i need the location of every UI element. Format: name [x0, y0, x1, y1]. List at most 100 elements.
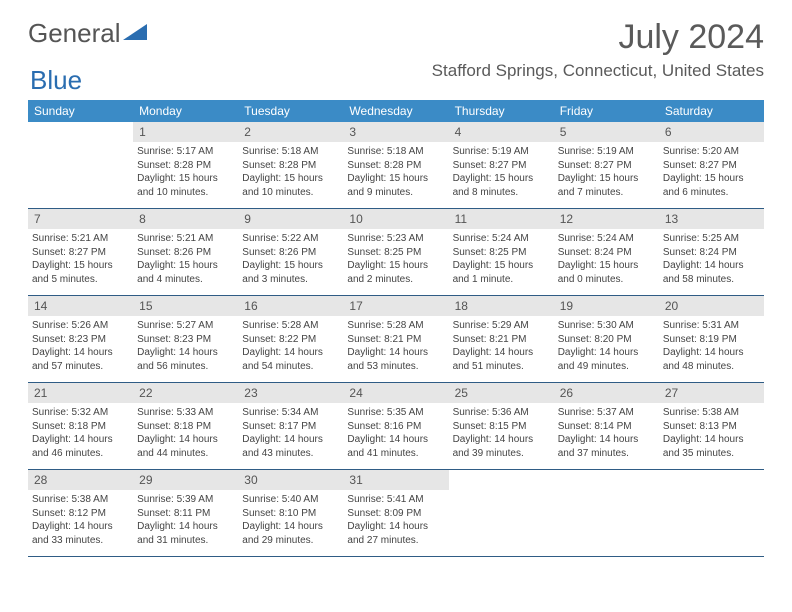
- calendar-cell: 24Sunrise: 5:35 AMSunset: 8:16 PMDayligh…: [343, 383, 448, 469]
- week-row: 28Sunrise: 5:38 AMSunset: 8:12 PMDayligh…: [28, 470, 764, 557]
- daylight-line: Daylight: 15 hours and 8 minutes.: [453, 172, 550, 199]
- calendar-cell: 31Sunrise: 5:41 AMSunset: 8:09 PMDayligh…: [343, 470, 448, 556]
- day-number: 18: [449, 296, 554, 316]
- sunrise-line: Sunrise: 5:23 AM: [347, 232, 444, 246]
- calendar-cell: 14Sunrise: 5:26 AMSunset: 8:23 PMDayligh…: [28, 296, 133, 382]
- sunset-line: Sunset: 8:14 PM: [558, 420, 655, 434]
- sunset-line: Sunset: 8:10 PM: [242, 507, 339, 521]
- day-header: Friday: [554, 100, 659, 122]
- daylight-line: Daylight: 15 hours and 1 minute.: [453, 259, 550, 286]
- calendar-cell: 23Sunrise: 5:34 AMSunset: 8:17 PMDayligh…: [238, 383, 343, 469]
- day-header: Monday: [133, 100, 238, 122]
- sunset-line: Sunset: 8:21 PM: [453, 333, 550, 347]
- day-number: 2: [238, 122, 343, 142]
- sunrise-line: Sunrise: 5:18 AM: [347, 145, 444, 159]
- sunrise-line: Sunrise: 5:28 AM: [242, 319, 339, 333]
- sunset-line: Sunset: 8:18 PM: [32, 420, 129, 434]
- daylight-line: Daylight: 15 hours and 0 minutes.: [558, 259, 655, 286]
- calendar-cell: 13 Sunrise: 5:25 AMSunset: 8:24 PMDayligh…: [659, 209, 764, 295]
- daylight-line: Daylight: 14 hours and 31 minutes.: [137, 520, 234, 547]
- sunset-line: Sunset: 8:24 PM: [663, 246, 760, 260]
- sunrise-line: Sunrise: 5:39 AM: [137, 493, 234, 507]
- daylight-line: Daylight: 14 hours and 49 minutes.: [558, 346, 655, 373]
- daylight-line: Daylight: 15 hours and 9 minutes.: [347, 172, 444, 199]
- daylight-line: Daylight: 14 hours and 53 minutes.: [347, 346, 444, 373]
- sunrise-line: Sunrise: 5:18 AM: [242, 145, 339, 159]
- day-number: 19: [554, 296, 659, 316]
- day-header: Wednesday: [343, 100, 448, 122]
- day-number: 25: [449, 383, 554, 403]
- sunrise-line: Sunrise: 5:22 AM: [242, 232, 339, 246]
- sunset-line: Sunset: 8:12 PM: [32, 507, 129, 521]
- daylight-line: Daylight: 14 hours and 39 minutes.: [453, 433, 550, 460]
- sunset-line: Sunset: 8:26 PM: [242, 246, 339, 260]
- sunset-line: Sunset: 8:15 PM: [453, 420, 550, 434]
- calendar-cell: 5Sunrise: 5:19 AMSunset: 8:27 PMDaylight…: [554, 122, 659, 208]
- daylight-line: Daylight: 14 hours and 27 minutes.: [347, 520, 444, 547]
- weeks-container: 1Sunrise: 5:17 AMSunset: 8:28 PMDaylight…: [28, 122, 764, 557]
- day-number: 20: [659, 296, 764, 316]
- calendar-cell: 6Sunrise: 5:20 AMSunset: 8:27 PMDaylight…: [659, 122, 764, 208]
- logo-text-general: General: [28, 18, 121, 49]
- day-number: 13: [659, 209, 764, 229]
- sunset-line: Sunset: 8:21 PM: [347, 333, 444, 347]
- calendar-cell: 11Sunrise: 5:24 AMSunset: 8:25 PMDayligh…: [449, 209, 554, 295]
- calendar-cell: [554, 470, 659, 556]
- day-header: Tuesday: [238, 100, 343, 122]
- calendar-cell: 28 Sunrise: 5:38 AMSunset: 8:12 PMDayligh…: [28, 470, 133, 556]
- day-number: 8: [133, 209, 238, 229]
- sunrise-line: Sunrise: 5:34 AM: [242, 406, 339, 420]
- calendar-cell: 27Sunrise: 5:38 AMSunset: 8:13 PMDayligh…: [659, 383, 764, 469]
- day-number: [28, 122, 133, 126]
- day-header: Saturday: [659, 100, 764, 122]
- calendar-cell: 2Sunrise: 5:18 AMSunset: 8:28 PMDaylight…: [238, 122, 343, 208]
- day-number: 11: [449, 209, 554, 229]
- sunset-line: Sunset: 8:27 PM: [32, 246, 129, 260]
- day-number: 29: [133, 470, 238, 490]
- calendar-cell: 26Sunrise: 5:37 AMSunset: 8:14 PMDayligh…: [554, 383, 659, 469]
- sunset-line: Sunset: 8:28 PM: [137, 159, 234, 173]
- sunset-line: Sunset: 8:20 PM: [558, 333, 655, 347]
- sunset-line: Sunset: 8:18 PM: [137, 420, 234, 434]
- sunset-line: Sunset: 8:19 PM: [663, 333, 760, 347]
- day-number: [659, 470, 764, 474]
- day-number: 14: [28, 296, 133, 316]
- sunset-line: Sunset: 8:17 PM: [242, 420, 339, 434]
- day-number: 9: [238, 209, 343, 229]
- calendar-cell: [659, 470, 764, 556]
- week-row: 1Sunrise: 5:17 AMSunset: 8:28 PMDaylight…: [28, 122, 764, 209]
- sunset-line: Sunset: 8:26 PM: [137, 246, 234, 260]
- sunrise-line: Sunrise: 5:38 AM: [663, 406, 760, 420]
- logo-text-blue: Blue: [30, 65, 766, 96]
- daylight-line: Daylight: 14 hours and 33 minutes.: [32, 520, 129, 547]
- sunset-line: Sunset: 8:23 PM: [137, 333, 234, 347]
- sunrise-line: Sunrise: 5:30 AM: [558, 319, 655, 333]
- sunrise-line: Sunrise: 5:21 AM: [137, 232, 234, 246]
- sunrise-line: Sunrise: 5:19 AM: [453, 145, 550, 159]
- calendar-cell: 12Sunrise: 5:24 AMSunset: 8:24 PMDayligh…: [554, 209, 659, 295]
- day-number: 17: [343, 296, 448, 316]
- daylight-line: Daylight: 14 hours and 29 minutes.: [242, 520, 339, 547]
- sunset-line: Sunset: 8:27 PM: [558, 159, 655, 173]
- calendar-cell: 21Sunrise: 5:32 AMSunset: 8:18 PMDayligh…: [28, 383, 133, 469]
- sunrise-line: Sunrise: 5:38 AM: [32, 493, 129, 507]
- sunrise-line: Sunrise: 5:25 AM: [663, 232, 760, 246]
- calendar-cell: 8Sunrise: 5:21 AMSunset: 8:26 PMDaylight…: [133, 209, 238, 295]
- calendar-cell: 22Sunrise: 5:33 AMSunset: 8:18 PMDayligh…: [133, 383, 238, 469]
- calendar: SundayMondayTuesdayWednesdayThursdayFrid…: [28, 100, 764, 557]
- day-number: [554, 470, 659, 474]
- calendar-cell: 10Sunrise: 5:23 AMSunset: 8:25 PMDayligh…: [343, 209, 448, 295]
- week-row: 7Sunrise: 5:21 AMSunset: 8:27 PMDaylight…: [28, 209, 764, 296]
- day-number: 27: [659, 383, 764, 403]
- daylight-line: Daylight: 14 hours and 58 minutes.: [663, 259, 760, 286]
- calendar-cell: 17 Sunrise: 5:28 AMSunset: 8:21 PMDayligh…: [343, 296, 448, 382]
- day-number: 28: [28, 470, 133, 490]
- day-number: 12: [554, 209, 659, 229]
- sunrise-line: Sunrise: 5:28 AM: [347, 319, 444, 333]
- daylight-line: Daylight: 14 hours and 44 minutes.: [137, 433, 234, 460]
- sunset-line: Sunset: 8:11 PM: [137, 507, 234, 521]
- day-number: 30: [238, 470, 343, 490]
- calendar-cell: 4Sunrise: 5:19 AMSunset: 8:27 PMDaylight…: [449, 122, 554, 208]
- calendar-cell: [28, 122, 133, 208]
- sunrise-line: Sunrise: 5:40 AM: [242, 493, 339, 507]
